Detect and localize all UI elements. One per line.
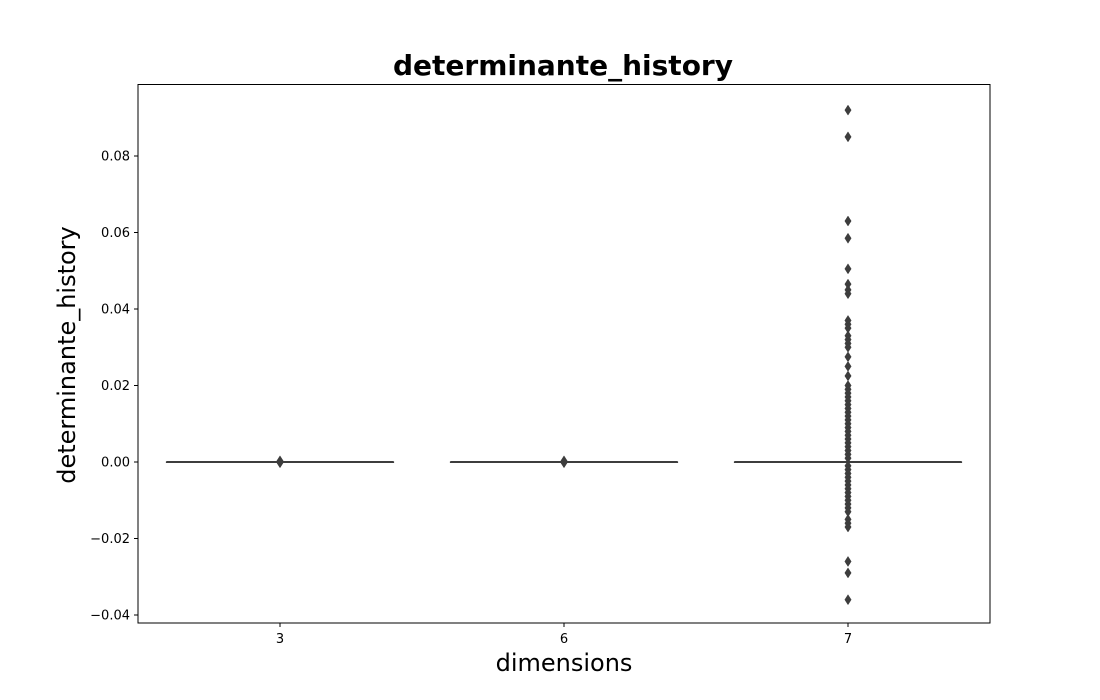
outlier-point (844, 555, 852, 567)
x-tick-label: 3 (276, 632, 284, 647)
y-tick-label: −0.02 (90, 532, 130, 547)
box-6 (449, 455, 679, 469)
outlier-point (844, 351, 852, 363)
outlier-point (844, 232, 852, 244)
outlier-point (844, 370, 852, 382)
outlier-point (560, 457, 568, 469)
plot-area-frame (137, 84, 991, 624)
outlier-point (844, 263, 852, 275)
y-axis: −0.04 −0.02 0.00 0.02 0.04 0.06 0.08 (90, 150, 138, 624)
x-tick-label: 7 (844, 632, 852, 647)
outlier-point (844, 567, 852, 579)
outlier-point (844, 288, 852, 300)
box-plot-series (165, 104, 963, 606)
outlier-point (276, 457, 284, 469)
outlier-point (844, 215, 852, 227)
x-axis: 3 6 7 (276, 623, 852, 647)
x-tick-label: 6 (560, 632, 568, 647)
y-tick-label: −0.04 (90, 609, 130, 624)
box-3 (165, 455, 395, 469)
y-tick-label: 0.04 (101, 303, 130, 318)
y-tick-label: 0.00 (101, 456, 130, 471)
y-tick-label: 0.08 (101, 150, 130, 165)
outlier-point (844, 521, 852, 533)
outlier-point (844, 131, 852, 143)
chart-title: determinante_history (393, 49, 733, 82)
outlier-point (844, 594, 852, 606)
x-axis-label: dimensions (496, 649, 633, 677)
outlier-point (844, 104, 852, 116)
y-axis-label: determinante_history (53, 226, 81, 484)
box-7 (733, 104, 963, 606)
y-tick-label: 0.02 (101, 379, 130, 394)
outlier-point (844, 360, 852, 372)
y-tick-label: 0.06 (101, 226, 130, 241)
